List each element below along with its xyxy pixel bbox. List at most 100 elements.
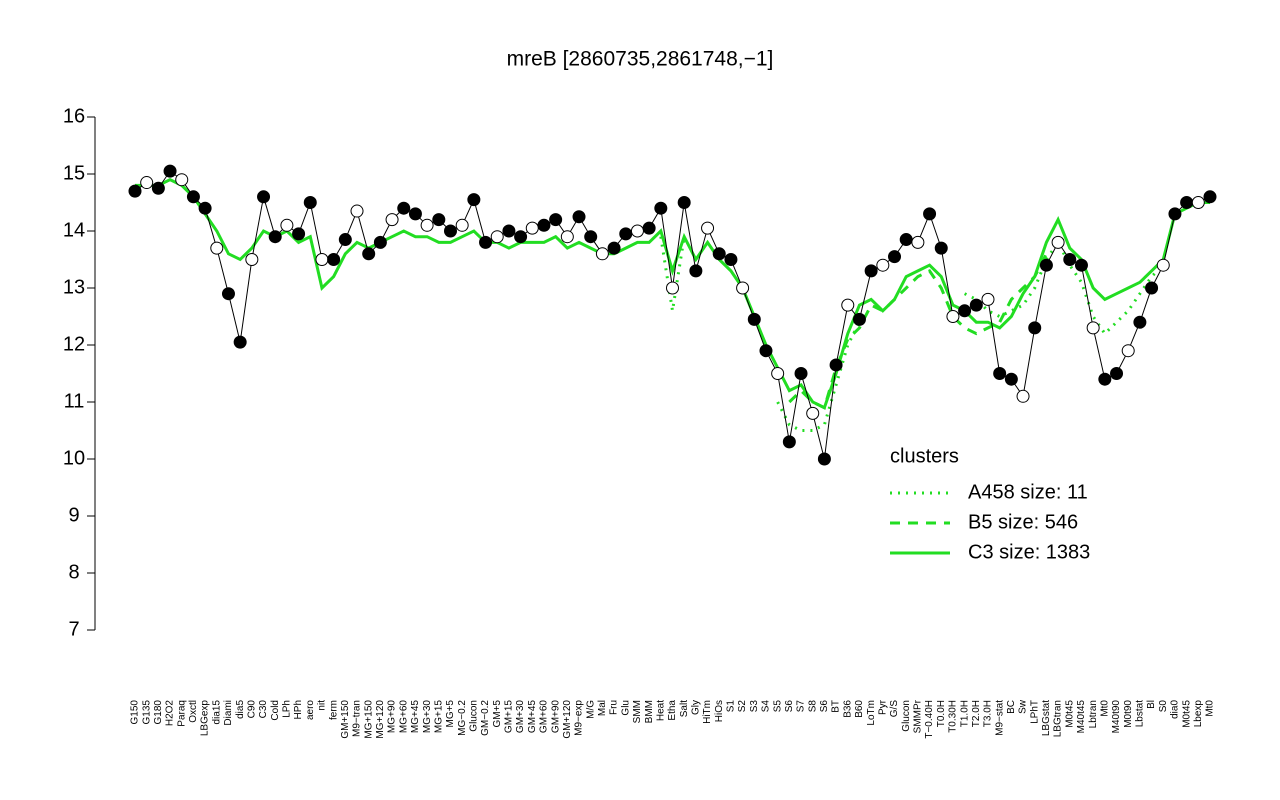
data-point <box>782 435 796 449</box>
x-tick-label: B36 <box>842 700 853 718</box>
data-point <box>677 196 691 209</box>
data-point <box>537 218 551 232</box>
x-tick-label: S4 <box>761 700 772 713</box>
legend-title: clusters <box>890 445 959 467</box>
x-tick-label: BMM <box>644 700 655 723</box>
x-tick-label: H2O2 <box>165 700 176 727</box>
data-point <box>233 335 247 349</box>
data-point <box>1074 258 1088 272</box>
data-point <box>572 210 586 224</box>
x-tick-label: Mal <box>597 700 608 716</box>
x-tick-label: GM+90 <box>550 700 561 734</box>
data-point <box>864 264 878 278</box>
x-tick-label: G150 <box>130 700 141 725</box>
data-point <box>502 224 516 238</box>
data-point <box>946 310 960 323</box>
x-tick-label: MG+90 <box>387 700 398 734</box>
legend-label: A458 size: 11 <box>968 481 1088 503</box>
data-point <box>1180 196 1194 209</box>
x-tick-label: SMM <box>632 700 643 723</box>
x-tick-label: Lbstat <box>1135 700 1146 727</box>
data-point <box>397 201 411 215</box>
data-point <box>385 213 399 227</box>
y-tick-label: 8 <box>68 561 79 583</box>
data-point <box>443 224 457 238</box>
x-tick-label: HiOs <box>714 700 725 722</box>
data-point <box>1051 235 1065 249</box>
data-point <box>455 218 469 232</box>
x-tick-label: M0t45 <box>1181 700 1192 728</box>
cluster-line <box>776 321 861 432</box>
x-tick-label: Sw <box>1018 699 1029 714</box>
x-tick-label: dia0 <box>1170 700 1181 719</box>
x-tick-label: M0t45 <box>1064 700 1075 728</box>
data-line <box>134 170 1211 460</box>
data-point <box>140 176 154 190</box>
x-tick-label: Oxctl <box>188 700 199 723</box>
x-tick-label: MG+5 <box>445 700 456 728</box>
data-point <box>595 247 609 261</box>
x-tick-label: aero <box>305 700 316 720</box>
x-tick-label: S1 <box>726 700 737 713</box>
data-point <box>1145 281 1159 295</box>
data-point <box>479 235 493 249</box>
data-point <box>221 287 235 301</box>
data-point <box>736 281 750 295</box>
data-point <box>163 164 177 178</box>
data-point <box>934 241 948 255</box>
x-tick-label: Salt <box>679 700 690 717</box>
x-tick-label: Bl <box>1146 700 1157 709</box>
x-tick-label: B60 <box>854 700 865 718</box>
x-tick-label: MG+120 <box>375 700 386 739</box>
x-tick-label: Heat <box>655 700 666 721</box>
data-point <box>245 253 259 266</box>
data-point <box>1098 372 1112 386</box>
y-tick-label: 10 <box>63 447 85 469</box>
data-point <box>1063 253 1077 266</box>
x-tick-label: T−0.40H <box>924 700 935 739</box>
data-point <box>712 247 726 261</box>
data-point <box>584 230 598 244</box>
data-point <box>923 207 937 221</box>
x-tick-label: MG+30 <box>422 700 433 734</box>
data-point <box>1156 258 1170 272</box>
data-point <box>630 224 644 238</box>
data-point <box>654 201 668 215</box>
y-tick-label: 16 <box>63 105 85 127</box>
x-tick-label: M9−tran <box>352 700 363 737</box>
x-tick-label: G/S <box>889 700 900 718</box>
data-point <box>888 250 902 264</box>
x-tick-label: ferm <box>328 700 339 720</box>
data-point <box>151 181 165 195</box>
y-tick-label: 11 <box>64 390 85 412</box>
data-point <box>560 230 574 244</box>
data-point <box>128 184 142 198</box>
data-point <box>911 235 925 249</box>
data-point <box>1086 321 1100 335</box>
data-point <box>1121 344 1135 358</box>
data-point <box>303 196 317 209</box>
data-point <box>408 207 422 221</box>
x-tick-label: GM+45 <box>527 700 538 734</box>
data-point <box>186 190 200 204</box>
data-point <box>1133 315 1147 329</box>
data-point <box>1110 367 1124 380</box>
x-tick-label: S6 <box>819 700 830 713</box>
data-point <box>852 312 866 326</box>
x-tick-label: LBGexp <box>200 700 211 737</box>
x-tick-label: C30 <box>258 700 269 719</box>
x-tick-label: LPhT <box>1029 700 1040 724</box>
data-point <box>1028 321 1042 335</box>
y-tick-label: 12 <box>63 333 85 355</box>
legend-label: B5 size: 546 <box>968 511 1078 533</box>
data-point <box>257 190 271 204</box>
data-point <box>969 298 983 312</box>
data-point <box>981 292 995 306</box>
x-tick-label: GM+120 <box>562 700 573 739</box>
y-tick-label: 13 <box>63 276 85 298</box>
data-point <box>876 258 890 272</box>
x-tick-label: Gly <box>691 700 702 715</box>
x-tick-label: M40t45 <box>1076 700 1087 734</box>
x-tick-label: MG+60 <box>398 700 409 734</box>
x-tick-label: GM+5 <box>492 700 503 728</box>
